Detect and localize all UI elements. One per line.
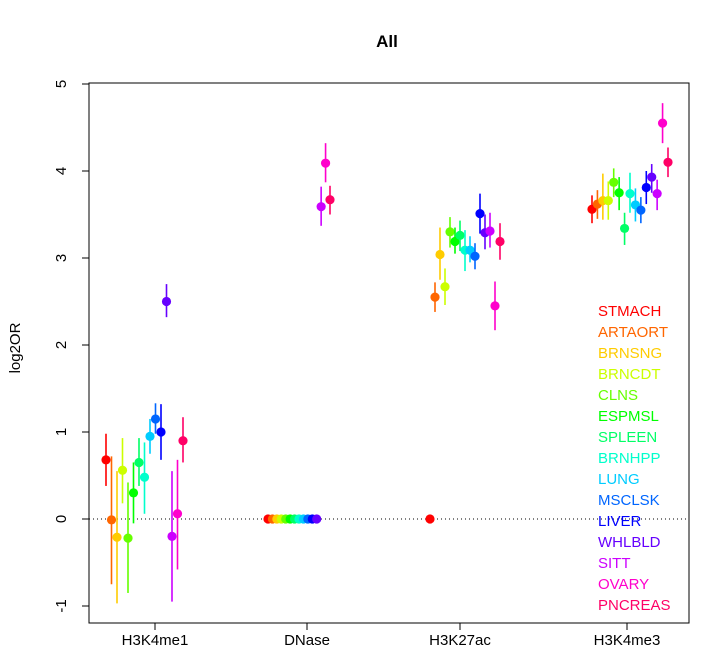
series-group — [101, 103, 673, 604]
data-point — [430, 292, 440, 302]
data-point — [614, 188, 624, 198]
legend-entry: CLNS — [598, 387, 638, 404]
data-point — [320, 158, 331, 168]
data-point — [636, 205, 646, 215]
y-tick-label: 0 — [53, 515, 70, 523]
legend-entry: WHLBLD — [598, 534, 661, 551]
data-point — [128, 488, 139, 498]
data-point — [123, 533, 133, 543]
data-point — [647, 172, 657, 182]
data-point — [625, 189, 635, 199]
data-point — [101, 455, 111, 465]
data-point — [455, 230, 465, 240]
data-point — [134, 457, 144, 468]
data-point — [112, 532, 122, 542]
legend: STMACH ARTAORT BRNSNG BRNCDT CLNS ESPMSL SPLEE… — [598, 303, 671, 614]
series-lung — [145, 188, 641, 524]
data-point — [495, 236, 505, 247]
data-point — [139, 472, 150, 482]
series-brnsng — [112, 173, 608, 604]
series-espmsl — [128, 177, 624, 524]
data-point — [425, 514, 435, 524]
series-ovary — [172, 103, 668, 570]
legend-entry: OVARY — [598, 576, 649, 593]
legend-entry: LIVER — [598, 513, 642, 530]
data-point — [161, 296, 172, 307]
data-point — [150, 414, 161, 424]
legend-entry: SPLEEN — [598, 429, 657, 446]
y-axis: -1 0 1 2 3 4 5 — [53, 80, 89, 613]
legend-entry: PNCREAS — [598, 597, 671, 614]
x-tick-label: DNase — [284, 632, 330, 649]
data-point — [172, 509, 183, 519]
y-tick-label: 5 — [53, 80, 70, 88]
y-tick-label: 4 — [53, 167, 70, 175]
data-point — [657, 118, 668, 128]
series-pncreas — [178, 147, 673, 463]
data-point — [178, 436, 188, 446]
series-brncdt — [117, 181, 613, 524]
data-point — [652, 189, 662, 199]
series-brnhpp — [139, 172, 635, 524]
plot-frame — [88, 82, 690, 624]
x-tick-label: H3K4me3 — [594, 632, 661, 649]
data-point — [145, 431, 155, 441]
legend-entry: STMACH — [598, 303, 661, 320]
chart-title: All — [376, 32, 398, 51]
y-tick-label: 1 — [53, 428, 70, 436]
data-point — [465, 245, 475, 255]
series-sitt — [167, 179, 662, 602]
y-tick-label: 2 — [53, 341, 70, 349]
data-point — [470, 251, 480, 261]
data-point — [106, 515, 117, 525]
x-tick-label: H3K27ac — [429, 632, 491, 649]
y-axis-label: log2OR — [7, 322, 24, 373]
data-point — [485, 226, 495, 236]
data-point — [475, 209, 485, 219]
data-point — [609, 177, 619, 187]
data-point — [440, 282, 450, 292]
x-axis: H3K4me1 DNase H3K27ac H3K4me3 — [122, 623, 661, 649]
data-point — [450, 236, 460, 247]
data-point — [490, 301, 500, 311]
data-point — [445, 227, 455, 237]
y-tick-label: 3 — [53, 254, 70, 262]
data-point — [316, 202, 326, 212]
series-spleen — [134, 212, 630, 524]
series-artaort — [106, 190, 603, 585]
data-point — [312, 514, 322, 524]
series-stmach — [101, 195, 597, 524]
legend-entry: LUNG — [598, 471, 640, 488]
series-msclsk — [150, 197, 646, 524]
legend-entry: BRNSNG — [598, 345, 662, 362]
series-liver — [156, 171, 651, 524]
legend-entry: SITT — [598, 555, 631, 572]
data-point — [435, 249, 445, 260]
data-point — [663, 157, 673, 167]
data-point — [619, 223, 630, 234]
data-point — [325, 195, 335, 205]
series-whlbld — [161, 164, 657, 524]
data-point — [603, 195, 613, 206]
data-point — [641, 182, 651, 193]
series-clns — [123, 168, 619, 593]
data-point — [156, 427, 166, 437]
legend-entry: MSCLSK — [598, 492, 660, 509]
data-point — [167, 531, 177, 542]
legend-entry: ARTAORT — [598, 324, 668, 341]
legend-entry: ESPMSL — [598, 408, 659, 425]
data-point — [117, 465, 128, 475]
y-tick-label: -1 — [53, 599, 70, 612]
legend-entry: BRNCDT — [598, 366, 661, 383]
x-tick-label: H3K4me1 — [122, 632, 189, 649]
legend-entry: BRNHPP — [598, 450, 661, 467]
